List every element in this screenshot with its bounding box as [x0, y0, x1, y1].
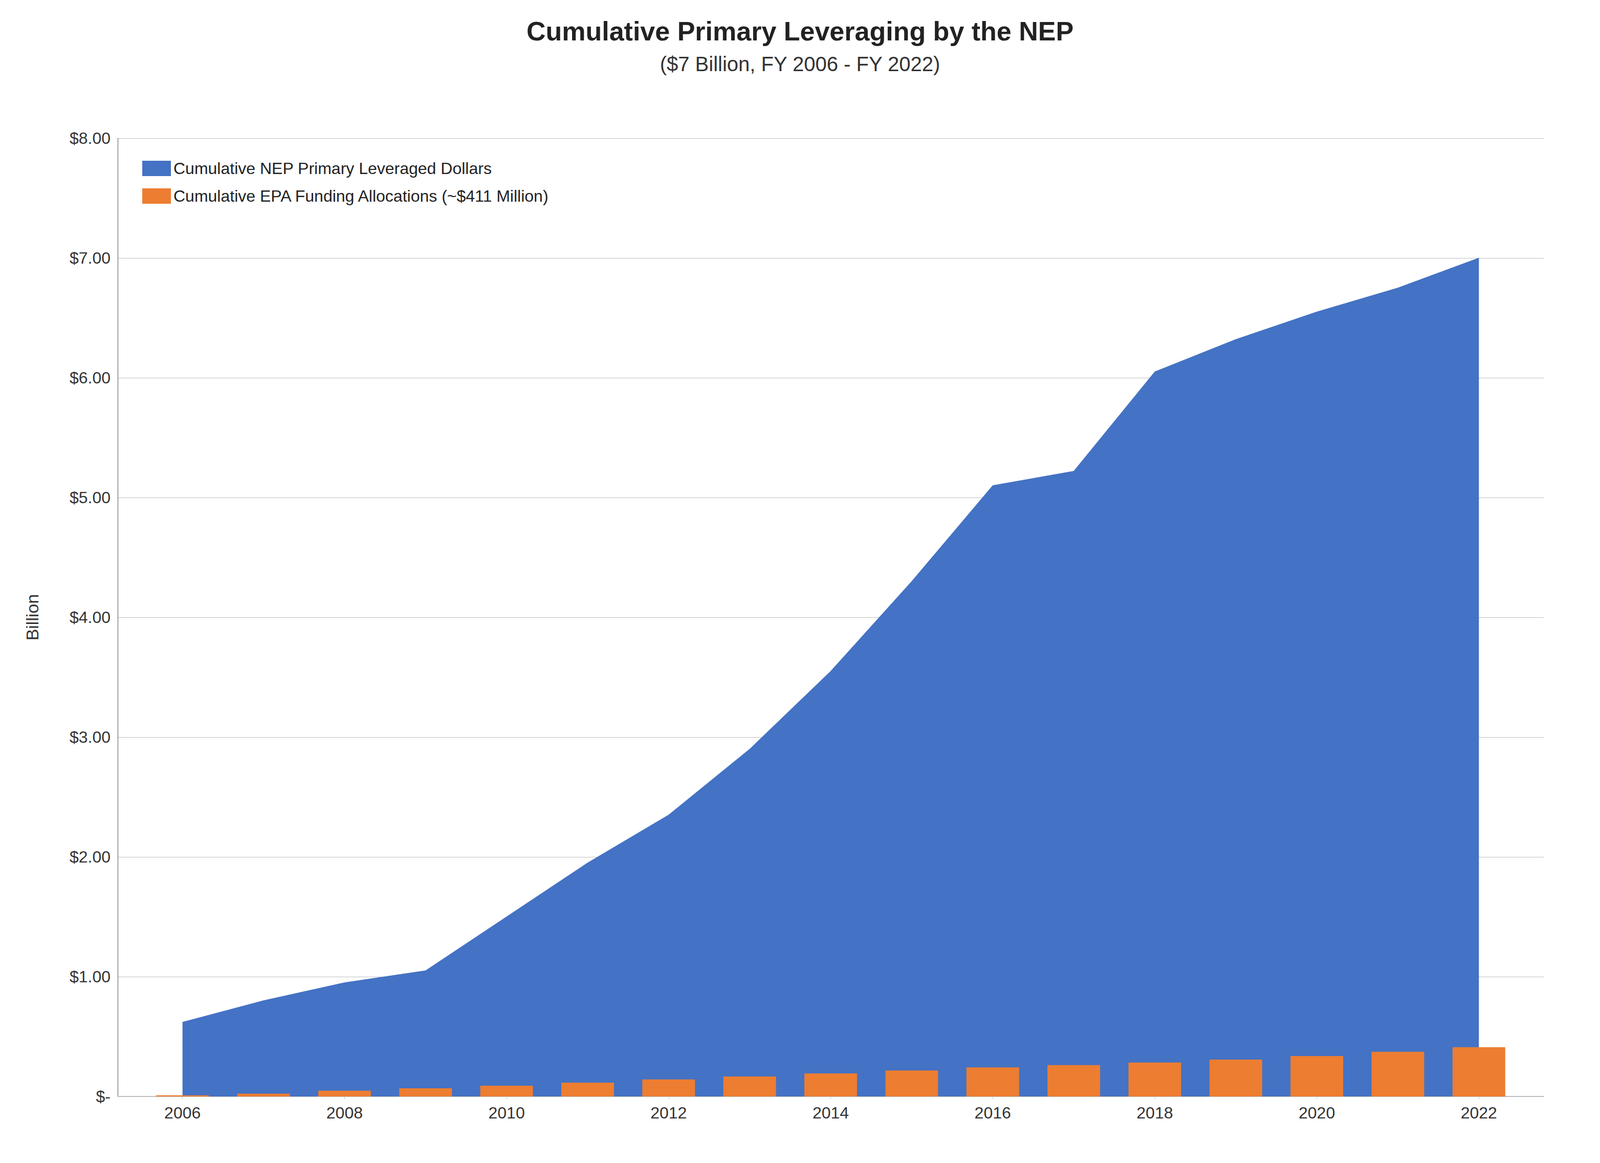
- svg-text:2020: 2020: [1298, 1103, 1335, 1122]
- svg-text:$8.00: $8.00: [69, 128, 111, 148]
- svg-text:2008: 2008: [326, 1103, 363, 1122]
- svg-text:Cumulative NEP Primary Leverag: Cumulative NEP Primary Leveraged Dollars: [173, 159, 492, 178]
- svg-text:2022: 2022: [1460, 1103, 1498, 1122]
- svg-text:2006: 2006: [164, 1103, 201, 1122]
- svg-text:$5.00: $5.00: [69, 488, 111, 507]
- svg-text:$7.00: $7.00: [69, 248, 111, 268]
- svg-text:2012: 2012: [650, 1103, 687, 1122]
- svg-text:$1.00: $1.00: [69, 967, 111, 986]
- svg-text:2016: 2016: [974, 1103, 1012, 1122]
- svg-text:2018: 2018: [1136, 1103, 1173, 1122]
- svg-text:2010: 2010: [488, 1103, 525, 1122]
- svg-text:Cumulative Primary Leveraging: Cumulative Primary Leveraging by the NEP: [526, 16, 1074, 47]
- svg-text:$3.00: $3.00: [69, 727, 111, 747]
- svg-text:$2.00: $2.00: [69, 847, 111, 866]
- svg-text:$4.00: $4.00: [69, 607, 111, 627]
- svg-text:$-: $-: [96, 1086, 111, 1106]
- svg-text:$6.00: $6.00: [69, 368, 111, 387]
- svg-text:Billion: Billion: [22, 594, 42, 641]
- svg-text:($7 Billion, FY 2006 - FY 2022: ($7 Billion, FY 2006 - FY 2022): [660, 52, 941, 76]
- svg-text:Cumulative EPA Funding Allocat: Cumulative EPA Funding Allocations (~$41…: [173, 186, 549, 206]
- svg-text:2014: 2014: [812, 1103, 849, 1122]
